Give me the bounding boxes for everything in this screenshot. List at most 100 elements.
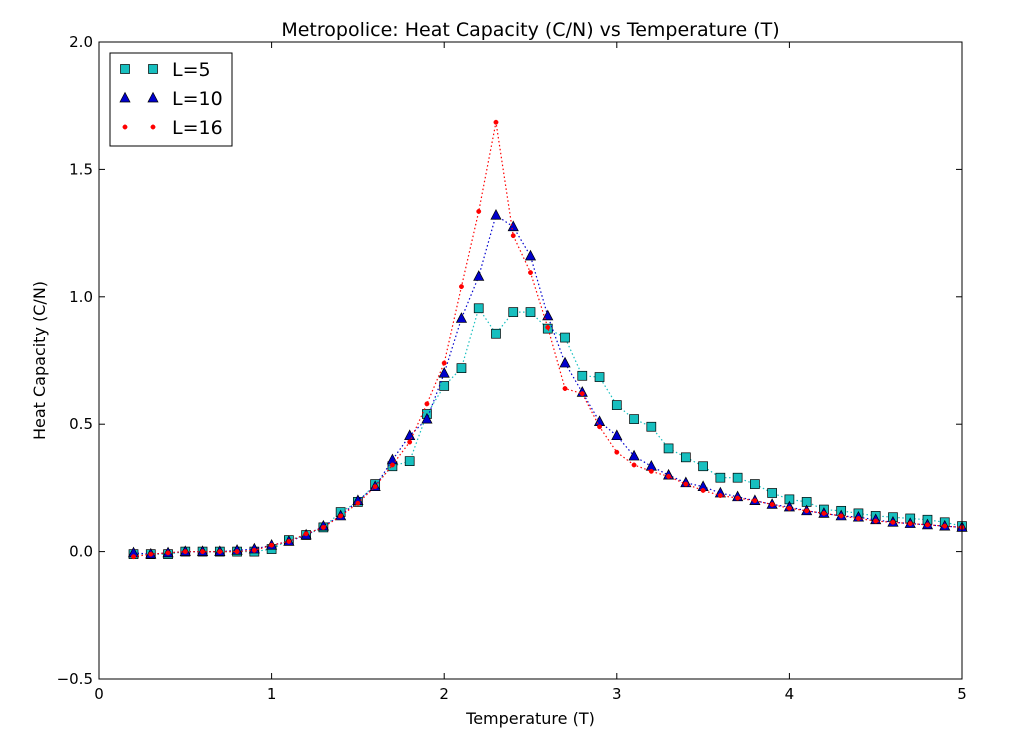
data-point xyxy=(493,119,499,125)
legend-label: L=10 xyxy=(172,88,223,110)
data-point xyxy=(148,551,154,557)
legend-marker xyxy=(122,124,128,130)
data-point xyxy=(735,495,741,501)
data-point xyxy=(320,524,326,530)
data-point xyxy=(407,439,413,445)
data-point xyxy=(438,366,450,378)
legend: L=5 L=10 L=16 xyxy=(109,52,233,147)
y-tick-label: 0.5 xyxy=(69,415,93,433)
legend-marker xyxy=(147,91,159,103)
plot-area xyxy=(99,42,962,679)
y-tick-label: 0.0 xyxy=(69,543,93,561)
data-point xyxy=(715,472,726,483)
legend-marker xyxy=(119,91,131,103)
y-tick-label: 1.5 xyxy=(69,160,93,178)
data-point xyxy=(890,519,896,525)
x-tick-label: 1 xyxy=(267,685,277,703)
data-point xyxy=(217,549,223,555)
data-point xyxy=(165,550,171,556)
x-axis-label: Temperature (T) xyxy=(465,709,595,728)
ticks-layer: 0 1 2 3 4 5 −0.5 0.0 0.5 1.0 1.5 2.0 xyxy=(57,33,967,703)
data-point xyxy=(528,270,533,276)
x-tick-label: 5 xyxy=(957,685,967,703)
data-point xyxy=(473,303,484,314)
x-tick-label: 2 xyxy=(439,685,449,703)
data-point xyxy=(629,414,639,424)
data-point xyxy=(507,220,519,232)
data-point xyxy=(680,452,691,463)
y-tick-label: 1.0 xyxy=(69,288,93,306)
legend-label: L=5 xyxy=(172,59,211,81)
data-point xyxy=(251,547,257,553)
y-axis-label: Heat Capacity (C/N) xyxy=(30,281,49,440)
data-point xyxy=(873,518,879,524)
legend-marker xyxy=(120,64,130,74)
data-point xyxy=(424,401,430,407)
data-point xyxy=(355,500,361,506)
data-point xyxy=(611,429,623,441)
data-point xyxy=(182,549,188,555)
data-point xyxy=(577,370,588,381)
data-point xyxy=(838,513,844,519)
data-point xyxy=(455,312,468,323)
data-point xyxy=(542,309,554,321)
data-point xyxy=(942,523,948,529)
data-point xyxy=(614,449,620,455)
data-point xyxy=(545,324,551,330)
data-point xyxy=(524,249,537,261)
data-point xyxy=(559,356,571,368)
data-point xyxy=(421,412,433,424)
data-point xyxy=(594,372,605,382)
data-point xyxy=(732,472,743,483)
legend-marker xyxy=(148,64,158,74)
data-point xyxy=(925,522,930,528)
data-point xyxy=(907,521,913,527)
data-point xyxy=(646,421,657,432)
x-tick-label: 0 xyxy=(94,685,104,703)
y-tick-label: 2.0 xyxy=(69,33,93,51)
data-point xyxy=(855,516,861,521)
data-point xyxy=(510,233,516,239)
data-point xyxy=(491,328,501,339)
data-point xyxy=(767,488,777,498)
legend-label: L=16 xyxy=(172,117,223,139)
data-point xyxy=(562,386,568,391)
data-point xyxy=(804,508,810,514)
data-point xyxy=(525,307,536,317)
data-point xyxy=(786,505,792,511)
data-point xyxy=(752,498,758,504)
data-point xyxy=(473,270,485,281)
data-point xyxy=(439,381,450,391)
data-point xyxy=(698,461,708,472)
data-point xyxy=(338,513,344,519)
data-point xyxy=(303,531,309,537)
data-point xyxy=(234,549,240,555)
data-point xyxy=(666,473,672,479)
data-point xyxy=(389,462,395,468)
data-point xyxy=(476,208,482,214)
data-point xyxy=(579,391,585,397)
data-point xyxy=(631,462,637,468)
data-point xyxy=(508,307,519,317)
data-point xyxy=(821,510,827,516)
data-point xyxy=(717,493,723,498)
data-point xyxy=(131,554,136,560)
data-point xyxy=(404,456,415,466)
data-point xyxy=(441,360,447,366)
data-point xyxy=(648,468,654,474)
data-point xyxy=(372,484,378,490)
y-tick-label: −0.5 xyxy=(57,670,93,688)
data-point xyxy=(683,481,689,487)
series-l16 xyxy=(131,119,965,560)
x-tick-label: 4 xyxy=(785,685,795,703)
data-point xyxy=(490,209,502,220)
data-point xyxy=(459,284,464,290)
data-point xyxy=(750,479,760,489)
data-point xyxy=(611,400,622,410)
data-point xyxy=(769,502,775,507)
data-point xyxy=(456,363,467,373)
data-point xyxy=(200,549,206,555)
legend-frame xyxy=(109,52,233,147)
data-point xyxy=(628,449,640,461)
